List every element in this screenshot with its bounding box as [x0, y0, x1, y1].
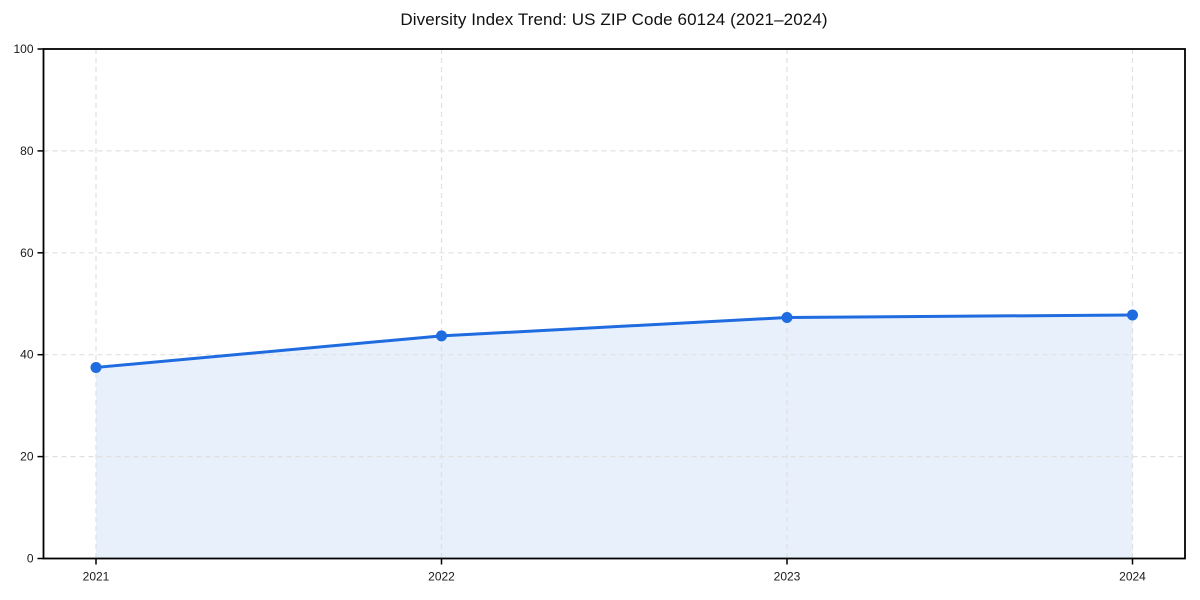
chart-title: Diversity Index Trend: US ZIP Code 60124…	[400, 10, 828, 29]
x-tick-label: 2024	[1119, 570, 1146, 584]
data-point-2022	[436, 330, 447, 342]
y-tick-label: 40	[20, 348, 34, 362]
area-fill	[96, 314, 1133, 559]
y-tick-label: 100	[13, 42, 33, 56]
x-tick-label: 2022	[428, 570, 455, 584]
plot-border	[42, 48, 1186, 560]
y-tick-label: 0	[27, 552, 34, 566]
data-point-2024	[1127, 309, 1138, 321]
y-tick-label: 80	[20, 144, 34, 158]
y-tick-label: 60	[20, 246, 34, 260]
y-tick-label: 20	[20, 450, 34, 464]
trend-line	[94, 313, 1134, 369]
x-tick-label: 2021	[83, 570, 110, 584]
data-point-2023	[781, 312, 793, 324]
data-point-2021	[90, 361, 102, 373]
x-tick-label: 2023	[774, 570, 801, 584]
